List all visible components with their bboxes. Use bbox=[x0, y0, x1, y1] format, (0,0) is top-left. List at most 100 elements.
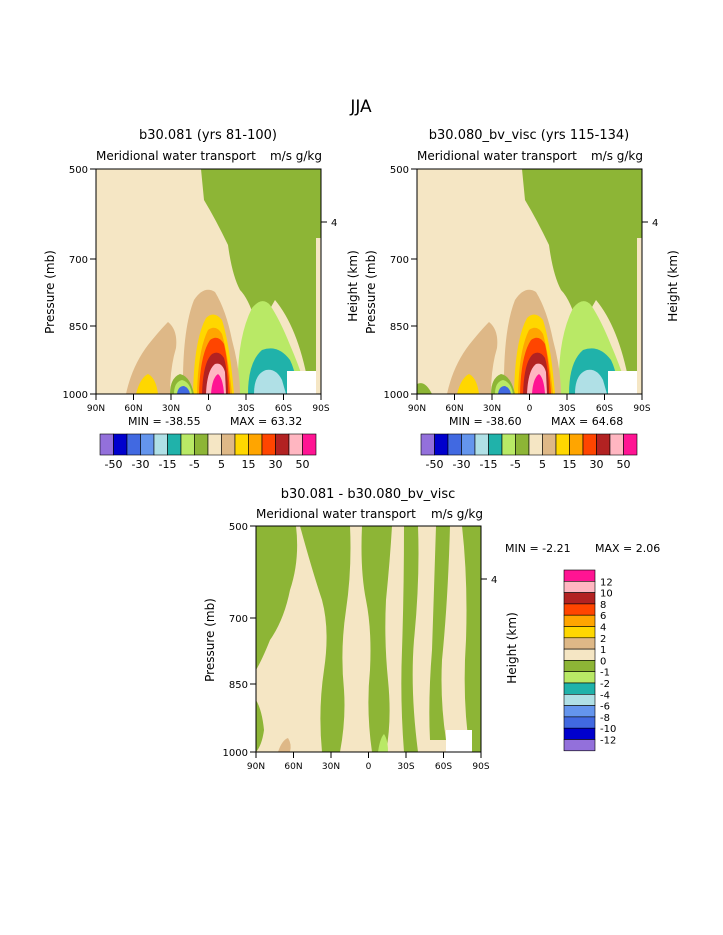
panel-2-ylabel-right: Height (km) bbox=[666, 250, 680, 321]
panel-1-xtick-2: 30N bbox=[162, 404, 180, 414]
panel-3-xtick-3: 0 bbox=[366, 762, 372, 772]
panel-1-plot bbox=[95, 168, 322, 395]
colorbar-2-swatch-9 bbox=[542, 433, 557, 456]
panel-2: b30.080_bv_visc (yrs 115-134) Meridional… bbox=[364, 128, 680, 428]
colorbar-2-swatch-10 bbox=[555, 433, 570, 456]
panel-2-title: b30.080_bv_visc (yrs 115-134) bbox=[429, 128, 629, 143]
panel-1-min-text: MIN = -38.55 bbox=[128, 415, 201, 428]
panel-1-contour-small-neg3 bbox=[177, 386, 190, 394]
panel-2-ytick-3: 1000 bbox=[384, 390, 409, 401]
panel-2-right-axis: 4 Height (km) bbox=[642, 218, 680, 322]
colorbar-diff-label-12: -8 bbox=[600, 713, 610, 724]
panel-3: b30.081 - b30.080_bv_visc Meridional wat… bbox=[203, 487, 660, 772]
colorbar-diff-swatch-7 bbox=[563, 648, 596, 661]
colorbar-diff-swatch-1 bbox=[563, 580, 596, 593]
panel-3-xtick-2: 30N bbox=[322, 762, 340, 772]
panel-2-max-text: MAX = 64.68 bbox=[551, 415, 623, 428]
panel-3-xtick-0: 90N bbox=[247, 762, 265, 772]
panel-3-white-box bbox=[446, 730, 472, 752]
colorbar-diff-swatch-3 bbox=[563, 603, 596, 616]
colorbar-diff-label-3: 6 bbox=[600, 611, 606, 622]
colorbar-diff-label-1: 10 bbox=[600, 589, 613, 600]
colorbar-2-label-3: -5 bbox=[510, 458, 521, 471]
panel-1-ytick-0: 500 bbox=[69, 165, 88, 176]
colorbar-1-swatch-0 bbox=[99, 433, 114, 456]
colorbar-2-label-2: -15 bbox=[480, 458, 498, 471]
colorbar-2-swatch-12 bbox=[582, 433, 597, 456]
panel-3-ytick-1: 700 bbox=[229, 614, 248, 625]
panel-2-plot bbox=[416, 168, 643, 395]
panel-3-band-neg-c bbox=[361, 526, 392, 752]
colorbar-2-swatch-4 bbox=[474, 433, 489, 456]
colorbar-1-swatch-14 bbox=[288, 433, 303, 456]
colorbar-2-swatch-14 bbox=[609, 433, 624, 456]
panel-1-ytick-1: 700 bbox=[69, 255, 88, 266]
colorbar-1-swatch-1 bbox=[113, 433, 128, 456]
colorbar-1-swatch-5 bbox=[167, 433, 182, 456]
panel-2-subtitle: Meridional water transport bbox=[417, 149, 577, 163]
panel-2-contour-neg-6 bbox=[575, 369, 607, 394]
colorbar-2-label-5: 15 bbox=[563, 458, 577, 471]
colorbar-diff-label-9: -2 bbox=[600, 679, 610, 690]
colorbar-diff-swatch-15 bbox=[563, 739, 596, 752]
colorbar-diff-swatch-2 bbox=[563, 592, 596, 605]
panel-2-xtick-1: 60N bbox=[445, 404, 463, 414]
panel-2-ylabel: Pressure (mb) bbox=[364, 250, 378, 334]
colorbar-1-label-2: -15 bbox=[159, 458, 177, 471]
colorbar-1-label-0: -50 bbox=[105, 458, 123, 471]
colorbar-1-label-5: 15 bbox=[242, 458, 256, 471]
colorbar-diff-label-6: 1 bbox=[600, 645, 606, 656]
colorbar-1-swatch-7 bbox=[194, 433, 209, 456]
panel-1-xtick-6: 90S bbox=[312, 404, 329, 414]
colorbar-diff-swatch-4 bbox=[563, 614, 596, 627]
colorbar-2-swatch-7 bbox=[515, 433, 530, 456]
colorbar-diff-label-4: 4 bbox=[600, 623, 606, 634]
panel-2-ytick-2: 850 bbox=[390, 322, 409, 333]
panel-2-contour-pos-2b bbox=[447, 322, 498, 394]
panel-3-band-neg-g bbox=[256, 700, 264, 752]
panel-1-white-box bbox=[287, 371, 316, 394]
colorbar-diff-swatch-5 bbox=[563, 626, 596, 639]
colorbar-2-label-7: 50 bbox=[617, 458, 631, 471]
colorbar-diff-swatch-13 bbox=[563, 716, 596, 729]
colorbar-diff-label-0: 12 bbox=[600, 577, 613, 588]
colorbar-1-swatch-10 bbox=[234, 433, 249, 456]
panel-2-min-text: MIN = -38.60 bbox=[449, 415, 522, 428]
panel-1-contour-small-pos bbox=[136, 374, 158, 394]
panel-1-x-axis: 90N 60N 30N 0 30S 60S 90S bbox=[87, 394, 330, 414]
panel-1-xtick-4: 30S bbox=[237, 404, 254, 414]
colorbar-1-swatch-15 bbox=[302, 433, 317, 456]
panel-2-units: m/s g/kg bbox=[591, 149, 643, 163]
colorbar-2-swatch-1 bbox=[434, 433, 449, 456]
page-title: JJA bbox=[349, 97, 372, 117]
panel-1-y-axis: Pressure (mb) 500 700 850 1000 bbox=[43, 165, 96, 401]
panel-1-xtick-1: 60N bbox=[124, 404, 142, 414]
colorbar-1-swatch-12 bbox=[261, 433, 276, 456]
colorbar-1: -50 -30 -15 -5 5 15 30 50 bbox=[99, 433, 317, 471]
colorbar-2-label-4: 5 bbox=[539, 458, 546, 471]
colorbar-diff-swatch-14 bbox=[563, 727, 596, 740]
panel-2-contour-neg-1 bbox=[522, 169, 642, 394]
panel-2-xtick-5: 60S bbox=[596, 404, 613, 414]
panel-3-ytick-2: 850 bbox=[229, 680, 248, 691]
panel-3-min-text: MIN = -2.21 bbox=[505, 542, 571, 555]
panel-3-subtitle: Meridional water transport bbox=[256, 507, 416, 521]
panel-3-x-axis: 90N 60N 30N 0 30S 60S 90S bbox=[247, 752, 490, 772]
colorbar-1-swatch-4 bbox=[153, 433, 168, 456]
panel-1-ylabel: Pressure (mb) bbox=[43, 250, 57, 334]
colorbar-1-swatch-8 bbox=[207, 433, 222, 456]
panel-1-xtick-3: 0 bbox=[206, 404, 212, 414]
colorbar-2-swatch-2 bbox=[447, 433, 462, 456]
panel-3-xtick-5: 60S bbox=[435, 762, 452, 772]
panel-1-subtitle: Meridional water transport bbox=[96, 149, 256, 163]
panel-2-x-axis: 90N 60N 30N 0 30S 60S 90S bbox=[408, 394, 651, 414]
colorbar-1-swatch-13 bbox=[275, 433, 290, 456]
panel-2-contour-small-pos bbox=[457, 374, 479, 394]
panel-1-rtick-0: 4 bbox=[331, 218, 337, 229]
colorbar-diff-swatch-10 bbox=[563, 682, 596, 695]
colorbar-2-swatch-3 bbox=[461, 433, 476, 456]
colorbar-1-swatch-9 bbox=[221, 433, 236, 456]
panel-1-contour-neg-6 bbox=[254, 369, 286, 394]
colorbar-diff-label-7: 0 bbox=[600, 656, 606, 667]
